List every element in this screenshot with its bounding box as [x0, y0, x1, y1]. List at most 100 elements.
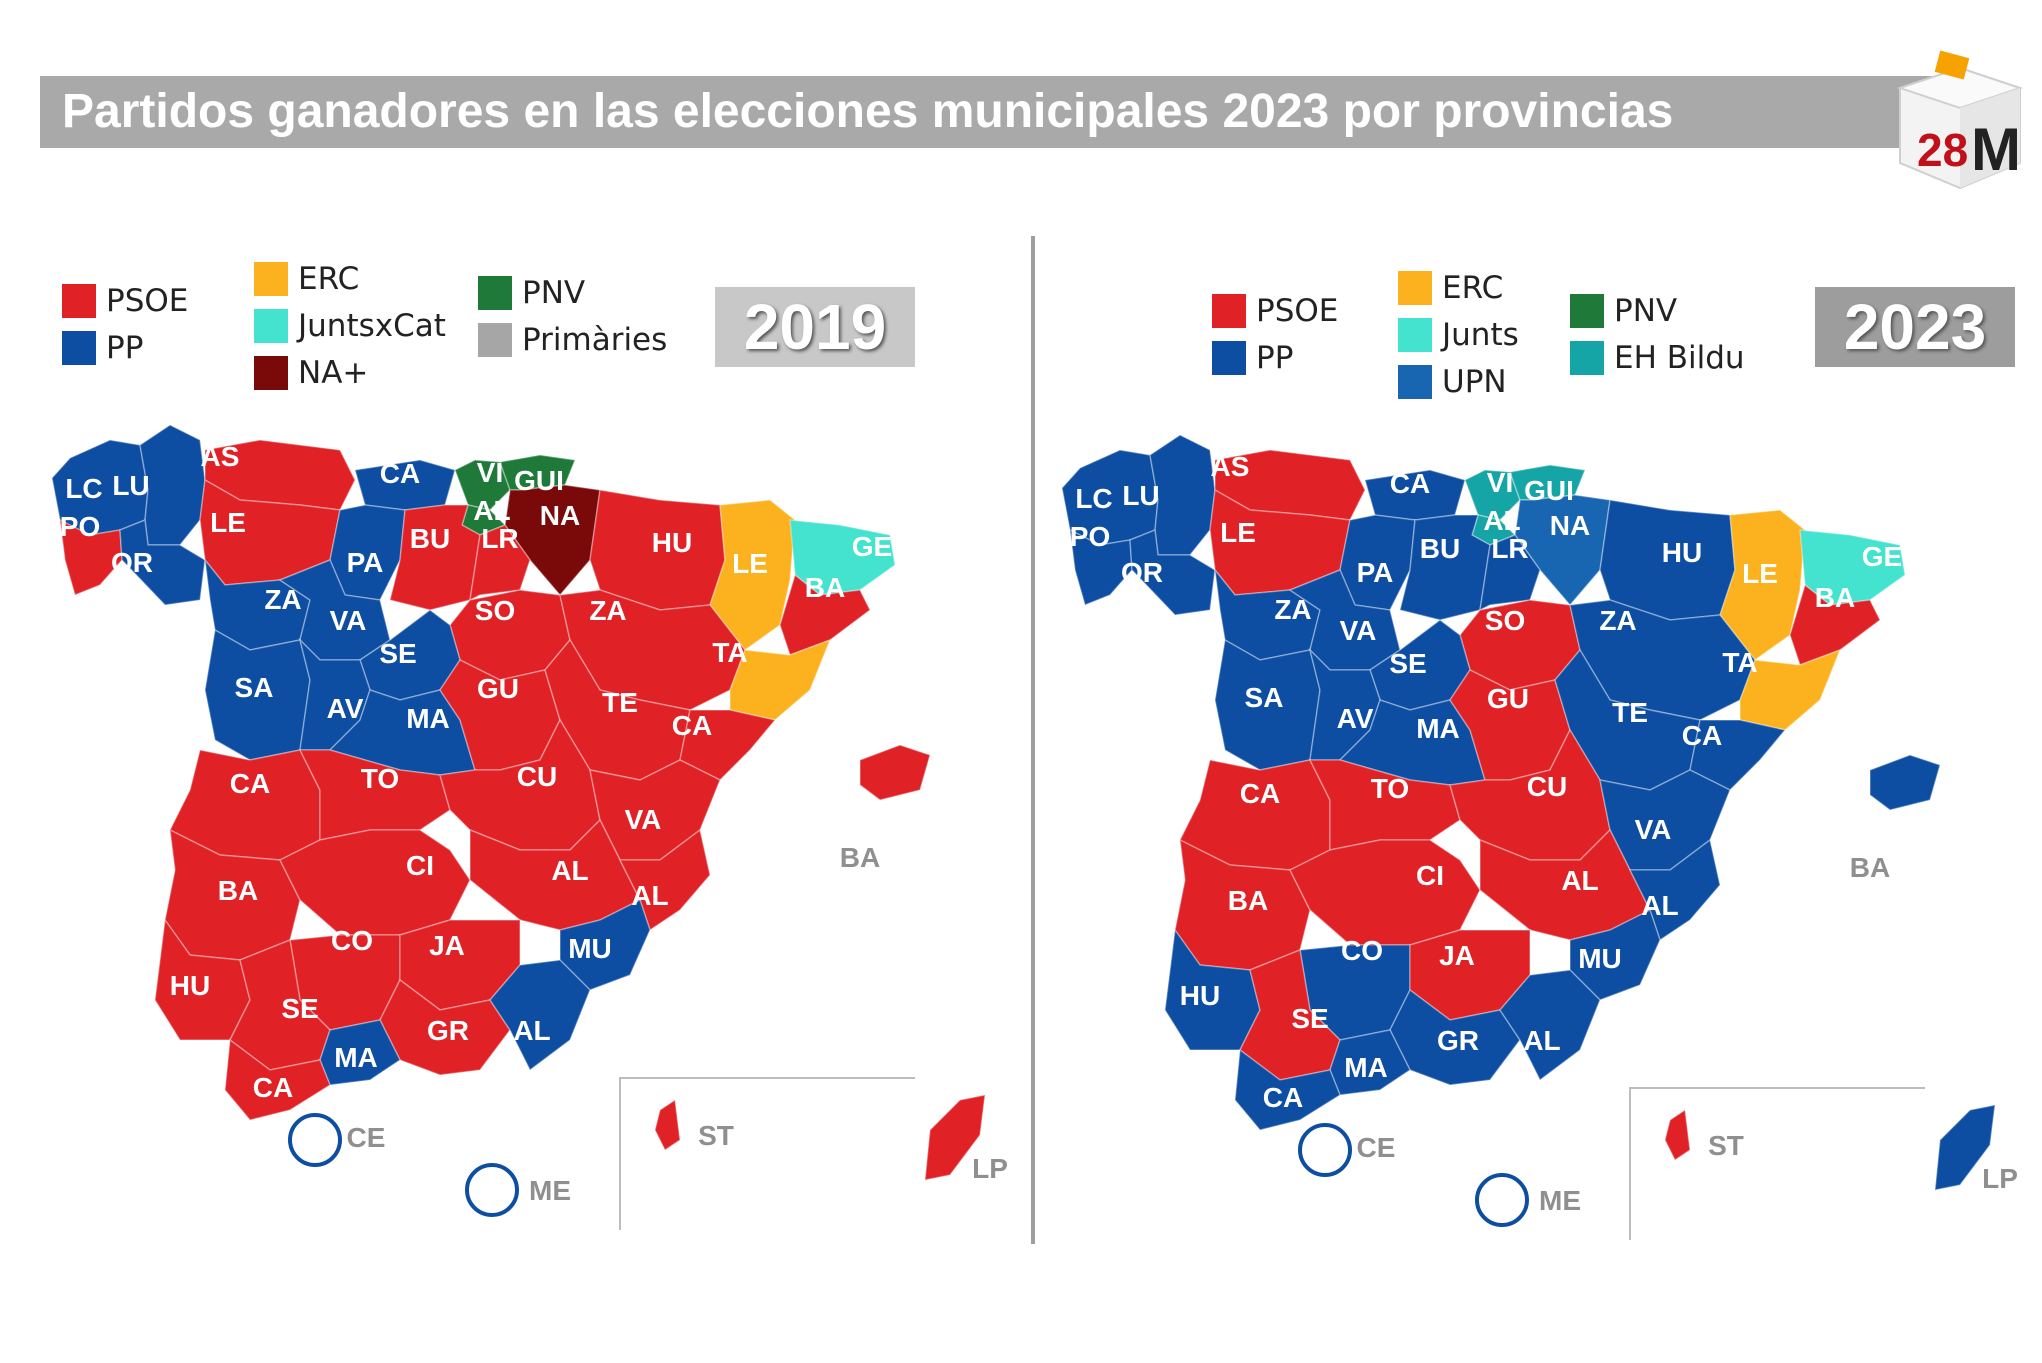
- province-label-gr-2019: GR: [427, 1015, 469, 1046]
- melilla-circle-2023: [1475, 1173, 1529, 1227]
- province-label-ci-2023: CI: [1416, 860, 1444, 891]
- province-st-2019: [654, 1098, 681, 1152]
- legend-item-pp-2023: PP: [1212, 340, 1293, 376]
- province-label-le-2019: LE: [210, 507, 246, 538]
- legend-label: ERC: [1442, 270, 1504, 306]
- province-label-lc-2019: LC: [65, 473, 102, 504]
- province-label-al-2019: AL: [513, 1015, 550, 1046]
- province-label-al-2023: AL: [1641, 890, 1678, 921]
- legend-label: JuntsxCat: [298, 308, 446, 344]
- ceuta-circle-2023: [1298, 1123, 1352, 1177]
- province-label-te-2019: TE: [602, 687, 638, 718]
- province-label-na-2019: NA: [540, 500, 580, 531]
- legend-label: PP: [106, 330, 144, 366]
- legend-swatch: [478, 276, 512, 310]
- legend-label: EH Bildu: [1614, 340, 1745, 376]
- province-label-se-2019: SE: [379, 638, 416, 669]
- province-label-le-2019: LE: [732, 548, 768, 579]
- province-ba-2019: [779, 573, 871, 656]
- province-label-sa-2023: SA: [1245, 682, 1284, 713]
- province-label-as-2019: AS: [201, 441, 240, 472]
- province-ca-2019: [224, 1038, 331, 1121]
- legend-item-psoe-2023: PSOE: [1212, 293, 1338, 329]
- province-label-sa-2019: SA: [235, 672, 274, 703]
- province-ci-2023: [1288, 839, 1481, 946]
- legend-item-upn-2023: UPN: [1398, 364, 1507, 400]
- legend-swatch: [1570, 294, 1604, 328]
- province-label-co-2023: CO: [1341, 935, 1383, 966]
- province-label-ca-2023: CA: [1390, 468, 1430, 499]
- province-label-ci-2019: CI: [406, 850, 434, 881]
- province-ci-2019: [278, 829, 471, 936]
- province-label-vi-2019: VI: [477, 457, 503, 488]
- province-label-se-2023: SE: [1389, 648, 1426, 679]
- legend-swatch: [254, 356, 288, 390]
- legend-swatch: [254, 309, 288, 343]
- legend-swatch: [1398, 365, 1432, 399]
- province-label-ca-2019: CA: [672, 710, 712, 741]
- 28m-logo: 28 M: [1896, 50, 2024, 190]
- province-label-to-2019: TO: [361, 763, 399, 794]
- province-lp-2023: [1934, 1104, 1996, 1191]
- grey-label-lp-2023: LP: [1982, 1163, 2018, 1194]
- grey-label-ce-2023: CE: [1357, 1132, 1396, 1163]
- grey-label-me-2019: ME: [529, 1175, 571, 1206]
- logo-number: 28: [1917, 124, 1968, 176]
- province-label-ma-2019: MA: [406, 703, 450, 734]
- province-pa-2019: [329, 504, 406, 601]
- province-label-ba-2023: BA: [1228, 885, 1268, 916]
- grey-label-st-2019: ST: [698, 1120, 734, 1151]
- title-bar: [40, 76, 1932, 148]
- legend-swatch: [254, 262, 288, 296]
- province-ba-2019: [859, 744, 931, 801]
- province-po-2023: [1069, 528, 1133, 607]
- legend-swatch: [1398, 271, 1432, 305]
- province-label-va-2023: VA: [1340, 615, 1377, 646]
- province-al-2019: [618, 828, 711, 932]
- grey-label-me-2023: ME: [1539, 1185, 1581, 1216]
- divider: [1031, 236, 1035, 1244]
- province-label-za-2019: ZA: [264, 584, 301, 615]
- legend-label: PP: [1256, 340, 1294, 376]
- province-po-2019: [59, 518, 123, 597]
- province-label-ja-2023: JA: [1439, 940, 1475, 971]
- legend-swatch: [478, 323, 512, 357]
- province-ta-2023: [1739, 648, 1842, 731]
- canary-inset-frame-2023: [1629, 1087, 1925, 1240]
- province-to-2019: [298, 749, 451, 841]
- year-label-2019: 2019: [715, 287, 915, 367]
- legend-label: UPN: [1442, 364, 1507, 400]
- legend-label: PNV: [1614, 293, 1678, 329]
- province-label-ta-2019: TA: [712, 637, 747, 668]
- legend-swatch: [1212, 341, 1246, 375]
- melilla-circle-2019: [465, 1163, 519, 1217]
- legend-swatch: [1212, 294, 1246, 328]
- province-label-mu-2023: MU: [1578, 943, 1622, 974]
- province-label-al-2023: AL: [1561, 865, 1598, 896]
- province-label-ge-2019: GE: [852, 531, 892, 562]
- province-label-se-2019: SE: [281, 993, 318, 1024]
- legend-item-juntsxcat-2019: JuntsxCat: [254, 308, 446, 344]
- legend-item-pnv-2019: PNV: [478, 275, 585, 311]
- province-pa-2023: [1339, 514, 1416, 611]
- province-label-as-2023: AS: [1211, 451, 1250, 482]
- province-label-ca-2023: CA: [1240, 778, 1280, 809]
- legend-item-primaries-2019: Primàries: [478, 322, 667, 358]
- legend-swatch: [62, 284, 96, 318]
- province-label-av-2019: AV: [327, 693, 364, 724]
- province-label-ba-2019: BA: [218, 875, 258, 906]
- province-label-al-2019: AL: [551, 855, 588, 886]
- province-label-gu-2019: GU: [477, 673, 519, 704]
- legend-label: PSOE: [1256, 293, 1339, 329]
- province-lu-2023: [1149, 434, 1216, 556]
- province-ta-2019: [729, 638, 832, 721]
- province-lu-2019: [139, 424, 206, 546]
- province-label-ba-2023: BA: [1815, 582, 1855, 613]
- legend-swatch: [62, 331, 96, 365]
- province-label-le-2023: LE: [1742, 558, 1778, 589]
- province-label-va-2019: VA: [330, 605, 367, 636]
- legend-label: ERC: [298, 261, 360, 297]
- province-label-va-2019: VA: [625, 804, 662, 835]
- province-label-po-2023: PO: [1070, 521, 1110, 552]
- legend-item-eh-bildu-2023: EH Bildu: [1570, 340, 1745, 376]
